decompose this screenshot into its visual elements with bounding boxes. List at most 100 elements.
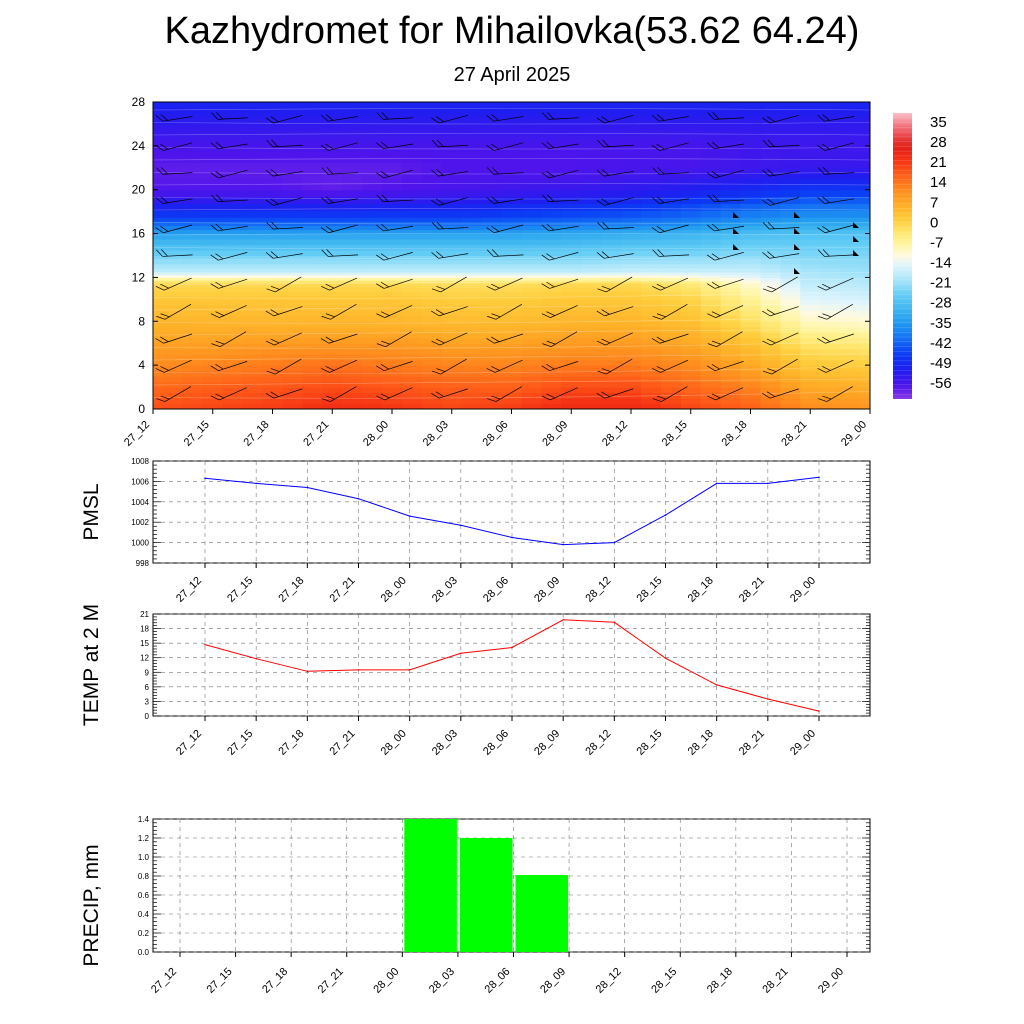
heatmap-cell xyxy=(401,354,423,361)
heatmap-cell xyxy=(202,267,224,273)
heatmap-cell xyxy=(740,140,762,147)
heatmap-cell xyxy=(820,112,841,120)
heatmap-cell xyxy=(780,343,801,350)
heatmap-cell xyxy=(740,370,762,377)
heatmap-cell xyxy=(820,287,841,292)
heatmap-cell xyxy=(302,178,323,185)
wind-barb-feather xyxy=(491,336,500,343)
heatmap-cell xyxy=(860,315,870,322)
heatmap-cell xyxy=(581,271,602,276)
heatmap-cell xyxy=(700,277,722,281)
heatmap-cell xyxy=(421,299,443,306)
heatmap-cell xyxy=(521,244,542,251)
wind-barb-feather xyxy=(486,197,494,204)
heatmap-cell xyxy=(153,332,164,339)
heatmap-cell xyxy=(640,196,662,205)
wind-barb-feather xyxy=(215,393,224,399)
heatmap-cell xyxy=(202,156,224,163)
heatmap-cell xyxy=(800,370,821,377)
wind-barb-feather xyxy=(817,197,825,204)
temp-ytick-label: 12 xyxy=(140,654,149,663)
heatmap-cell xyxy=(202,112,224,120)
wind-barb-feather xyxy=(766,309,776,315)
heatmap-cell xyxy=(222,129,244,136)
wind-barb xyxy=(596,197,634,206)
heatmap-cell xyxy=(581,210,602,218)
heatmap-cell xyxy=(800,129,821,136)
wind-barb-feather xyxy=(161,249,168,257)
heatmap-cell xyxy=(700,295,722,300)
heatmap-cell xyxy=(162,250,184,257)
heatmap-cell xyxy=(780,315,801,322)
heatmap-cell xyxy=(202,123,224,131)
wind-barb-feather xyxy=(651,114,660,122)
wind-barb-feather xyxy=(546,171,555,177)
heatmap-cell xyxy=(302,255,323,261)
heatmap-cell xyxy=(800,376,821,383)
heatmap-cell xyxy=(660,167,682,174)
heatmap-cell xyxy=(421,267,443,273)
heatmap-cell xyxy=(541,277,562,281)
heatmap-cell xyxy=(740,112,762,120)
heatmap-cell xyxy=(153,178,164,185)
heatmap-cell xyxy=(322,102,343,109)
wind-barb-feather xyxy=(547,194,554,202)
wind-barb xyxy=(210,141,248,150)
heatmap-cell xyxy=(760,280,781,284)
heatmap-cell xyxy=(640,295,662,300)
heatmap-cell xyxy=(182,354,204,361)
wind-barb-feather xyxy=(270,251,279,258)
wind-barb-feather xyxy=(320,197,329,204)
heatmap-cell xyxy=(342,365,363,372)
heatmap-cell xyxy=(880,404,901,410)
wind-barb-feather xyxy=(266,222,274,230)
heatmap-cell xyxy=(222,203,244,211)
heatmap-cell xyxy=(322,156,343,163)
heatmap-cell xyxy=(660,221,682,226)
heatmap-cell xyxy=(202,221,224,226)
heatmap-cell xyxy=(481,392,503,399)
wind-barb-feather xyxy=(431,222,439,230)
precip-chart: 0.00.20.40.60.81.01.21.427_12 27_15 27_18 2… xyxy=(80,815,871,996)
temp-xtick-label: 27_21 xyxy=(328,728,358,758)
heatmap-cell xyxy=(162,210,184,218)
pmsl-xtick-label: 28_12 xyxy=(583,575,613,605)
heatmap-cell xyxy=(182,196,204,205)
heatmap-cell xyxy=(242,196,264,205)
heatmap-cell xyxy=(262,398,284,405)
heatmap-cell xyxy=(561,291,582,296)
heatmap-cell xyxy=(581,134,602,141)
heatmap-cell xyxy=(262,337,284,344)
heatmap-cell xyxy=(302,239,323,246)
heatmap-cell xyxy=(660,295,682,300)
heatmap-cell xyxy=(820,304,841,311)
wind-barb xyxy=(155,333,193,344)
heatmap-cell xyxy=(382,387,403,394)
heatmap-cell xyxy=(242,259,264,265)
xs-xtick-label: 27_21 xyxy=(301,419,331,449)
heatmap-cell xyxy=(601,354,622,361)
heatmap-cell xyxy=(700,229,722,235)
heatmap-cell xyxy=(800,274,821,279)
heatmap-cell xyxy=(461,239,483,246)
heatmap-cell xyxy=(481,315,503,322)
heatmap-cell xyxy=(601,287,622,292)
wind-barb xyxy=(376,252,413,261)
heatmap-cell xyxy=(461,359,483,366)
heatmap-cell xyxy=(242,299,264,306)
heatmap-cell xyxy=(202,129,224,136)
heatmap-cell xyxy=(282,250,303,257)
heatmap-cell xyxy=(660,326,682,333)
heatmap-cell xyxy=(501,196,523,205)
wind-barb-feather xyxy=(596,310,605,317)
heatmap-cell xyxy=(740,184,762,191)
wind-barb-staff xyxy=(606,358,633,375)
wind-barb xyxy=(597,358,633,375)
heatmap-cell xyxy=(501,162,523,169)
wind-barb-feather xyxy=(380,311,390,316)
heatmap-cell xyxy=(680,315,702,322)
wind-barb-feather xyxy=(381,340,391,345)
heatmap-cell xyxy=(302,392,323,399)
heatmap-cell xyxy=(382,348,403,355)
